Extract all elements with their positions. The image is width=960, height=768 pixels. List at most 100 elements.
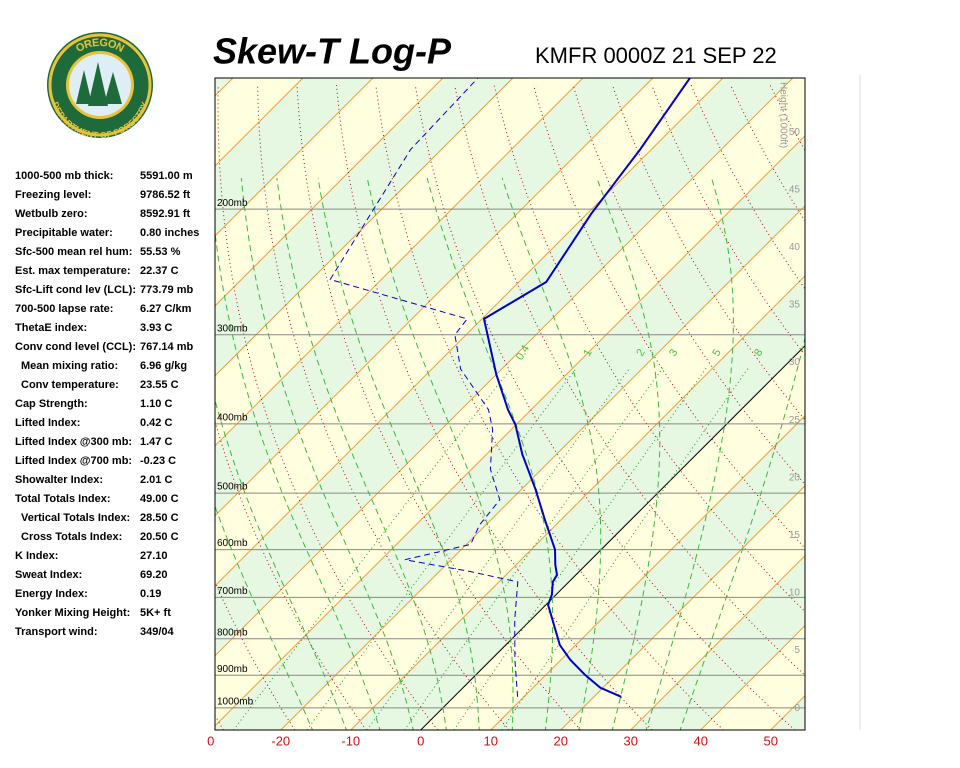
stat-value: 773.79 mb (140, 284, 193, 296)
stat-label: Lifted Index @700 mb: (15, 455, 132, 467)
y2-axis-label: Height (1000ft) (777, 82, 788, 148)
stat-value: 1.47 C (140, 436, 172, 448)
stat-value: 55.53 % (140, 246, 181, 258)
stat-value: 69.20 (140, 569, 168, 581)
band (841, 78, 960, 730)
stat-label: Conv cond level (CCL): (15, 341, 136, 353)
x-tick-label: -20 (271, 733, 290, 748)
plot-area: 0.4 1 2 3 5 8 (215, 78, 960, 730)
y2-tick-label: 0 (794, 703, 800, 714)
logo-rim (48, 33, 152, 137)
y-tick-label: 400mb (217, 413, 248, 424)
stat-value: 5K+ ft (140, 607, 171, 619)
stat-value: 28.50 C (140, 512, 179, 524)
moist-adiabat (276, 177, 447, 730)
moist-adiabat (240, 177, 414, 730)
stat-value: 5591.00 m (140, 170, 193, 182)
mixing-ratio-line (233, 367, 512, 730)
isotherm (215, 135, 805, 727)
stat-label: Mean mixing ratio: (21, 360, 118, 372)
temperature-trace (482, 78, 691, 698)
band (215, 135, 805, 730)
stats-table: 1000-500 mb thick: 5591.00 m Freezing leve… (15, 170, 199, 638)
stat-value: 0.19 (140, 588, 161, 600)
stat-value: 0.42 C (140, 417, 172, 429)
stat-label: Sweat Index: (15, 569, 82, 581)
x-tick-label: -10 (341, 733, 360, 748)
stat-value: 49.00 C (140, 493, 179, 505)
y-tick-label: 900mb (217, 664, 248, 675)
logo-tree (104, 72, 122, 104)
isotherm (215, 78, 794, 657)
y2-tick-label: 5 (794, 645, 800, 656)
isotherm (215, 78, 514, 377)
isotherm (420, 345, 805, 730)
dry-adiabat (414, 84, 796, 730)
logo-tree (88, 62, 108, 106)
stat-label: Vertical Totals Index: (21, 512, 130, 524)
mixing-ratio-label: 2 (634, 347, 647, 358)
moist-adiabat (366, 177, 514, 730)
dry-adiabat (493, 84, 805, 613)
stat-value: 6.96 g/kg (140, 360, 187, 372)
chart-title: Skew-T Log-P (213, 31, 452, 72)
y2-tick-label: 15 (789, 530, 801, 541)
chart-subtitle: KMFR 0000Z 21 SEP 22 (535, 43, 777, 68)
y2-tick-label: 20 (789, 472, 801, 483)
mixing-ratio-label: 3 (667, 347, 680, 358)
stat-value: 23.55 C (140, 379, 179, 391)
stat-value: 20.50 C (140, 531, 179, 543)
moist-adiabat (596, 177, 661, 730)
dry-adiabat (296, 84, 581, 730)
mixing-ratio-line (366, 367, 631, 730)
stat-value: 27.10 (140, 550, 168, 562)
stat-value: 2.01 C (140, 474, 172, 486)
moist-adiabat (317, 177, 480, 730)
mixing-ratio-label: 1 (581, 347, 594, 358)
y-tick-label: 600mb (217, 538, 248, 549)
stat-value: 767.14 mb (140, 341, 193, 353)
stat-value: 3.93 C (140, 322, 172, 334)
stat-value: -0.23 C (140, 455, 176, 467)
dewpoint-trace (329, 78, 519, 697)
stat-label: Lifted Index: (15, 417, 80, 429)
y2-tick-label: 30 (789, 357, 801, 368)
y2-tick-label: 40 (789, 242, 801, 253)
isotherm (350, 275, 805, 730)
stat-label: Cap Strength: (15, 398, 88, 410)
x-tick-label: 0 (207, 733, 214, 748)
stat-label: Sfc-500 mean rel hum: (15, 246, 132, 258)
stat-value: 1.10 C (140, 398, 172, 410)
moist-adiabat (645, 177, 734, 730)
mixing-ratio-line (404, 367, 664, 730)
stat-label: ThetaE index: (15, 322, 87, 334)
x-tick-label: 10 (484, 733, 498, 748)
isotherm (215, 78, 444, 307)
stat-label: Wetbulb zero: (15, 208, 88, 220)
isotherm (560, 485, 805, 730)
mixing-ratio-label: 5 (710, 347, 723, 358)
stat-value: 9786.52 ft (140, 189, 190, 201)
y2-tick-label: 35 (789, 300, 801, 311)
stat-label: K Index: (15, 550, 58, 562)
stat-label: 1000-500 mb thick: (15, 170, 113, 182)
y2-tick-label: 10 (789, 588, 801, 599)
stat-label: Showalter Index: (15, 474, 103, 486)
stat-label: Est. max temperature: (15, 265, 131, 277)
stat-label: Total Totals Index: (15, 493, 111, 505)
stat-label: Cross Totals Index: (21, 531, 122, 543)
x-tick-label: 0 (417, 733, 424, 748)
dry-adiabat (809, 85, 960, 730)
stat-label: Yonker Mixing Height: (15, 607, 130, 619)
y-tick-label: 500mb (217, 482, 248, 493)
isotherm (630, 555, 805, 730)
x-tick-label: 50 (763, 733, 777, 748)
x-tick-label: 30 (623, 733, 637, 748)
dry-adiabat (928, 85, 960, 730)
isotherm (280, 205, 805, 730)
mixing-ratio-label: 8 (752, 347, 765, 358)
stat-label: Conv temperature: (21, 379, 119, 391)
stat-value: 0.80 inches (140, 227, 199, 239)
stat-value: 349/04 (140, 626, 175, 638)
